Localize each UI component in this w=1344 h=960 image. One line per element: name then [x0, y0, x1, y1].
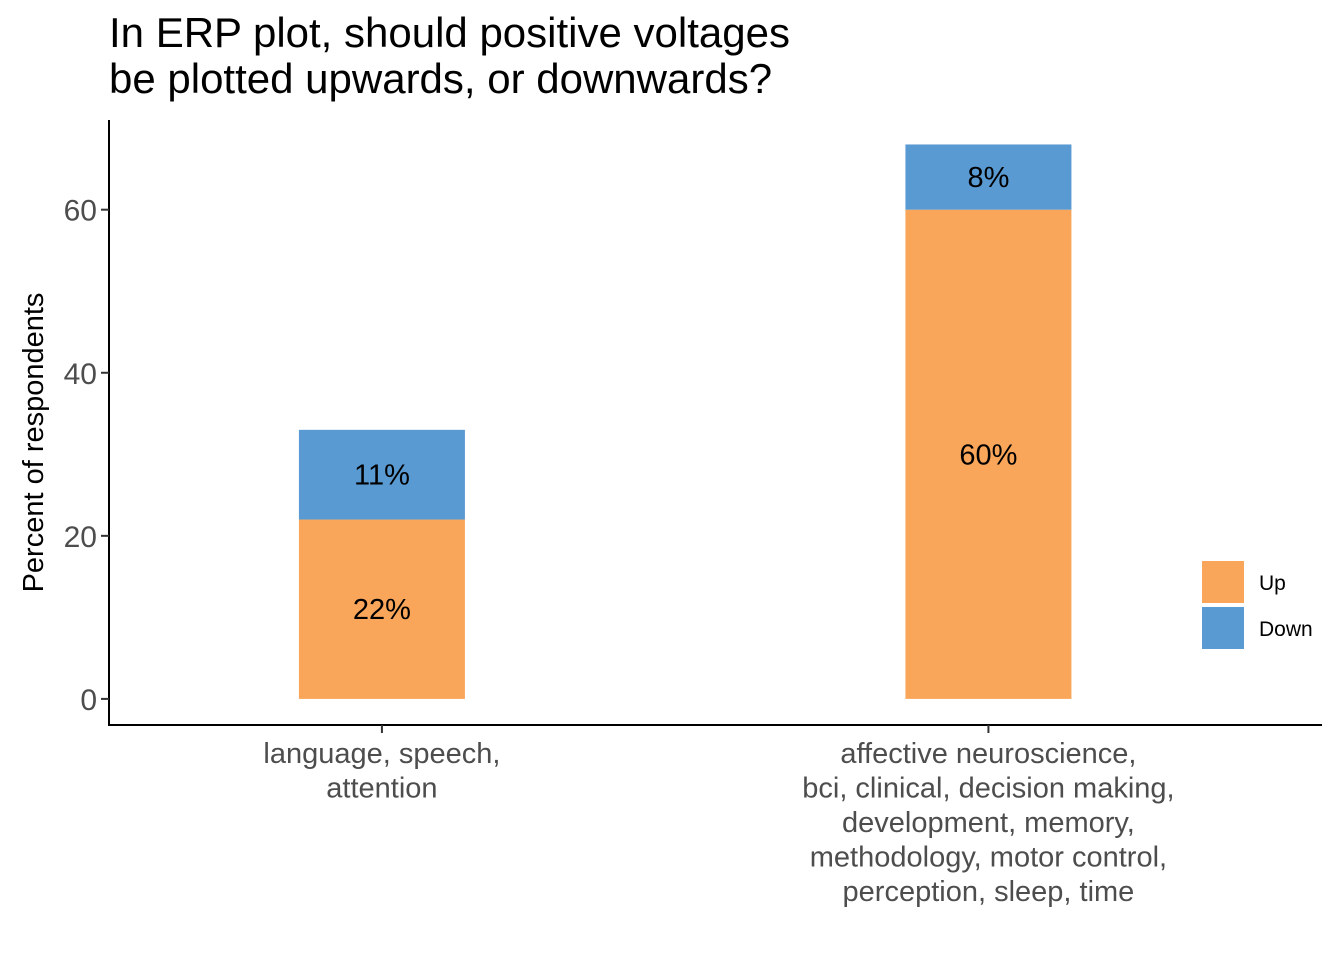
bar-up-1 — [905, 209, 1072, 699]
data-label: 8% — [967, 162, 1009, 194]
y-axis-label: Percent of respondents — [18, 293, 50, 593]
title-line: be plotted upwards, or downwards? — [109, 55, 772, 102]
legend: Up Down — [1202, 561, 1313, 649]
y-tick-label: 0 — [80, 684, 97, 717]
x-tick-label: language, speech, — [263, 738, 500, 770]
bars — [298, 144, 1072, 699]
x-tick-label: affective neuroscience, — [840, 738, 1136, 770]
bar-up-0 — [298, 519, 465, 699]
x-tick-label: attention — [326, 773, 437, 805]
y-tick-label: 40 — [64, 358, 97, 391]
legend-label-down: Down — [1259, 618, 1313, 641]
y-tick-label: 60 — [64, 195, 97, 228]
x-tick-label: perception, sleep, time — [843, 876, 1135, 908]
legend-key-up — [1202, 561, 1244, 603]
data-label: 22% — [353, 594, 411, 626]
data-labels: 22% 11% 60% 8% — [353, 162, 1018, 626]
legend-key-down — [1202, 607, 1244, 649]
x-tick-label: bci, clinical, decision making, — [802, 773, 1174, 805]
y-tick-label: 20 — [64, 521, 97, 554]
bar-down-0 — [298, 429, 465, 520]
data-label: 11% — [354, 460, 410, 492]
x-tick-label: methodology, motor control, — [810, 842, 1167, 874]
x-tick-label: development, memory, — [842, 807, 1135, 839]
chart-title: In ERP plot, should positive voltagesbe … — [109, 9, 790, 102]
title-line: In ERP plot, should positive voltages — [109, 9, 790, 56]
data-label: 60% — [959, 439, 1017, 471]
x-axis-ticks: language, speech,attention affective neur… — [263, 725, 1175, 908]
bar-down-1 — [905, 144, 1072, 210]
legend-label-up: Up — [1259, 572, 1286, 595]
y-axis-ticks: 0 20 40 60 — [64, 195, 109, 717]
